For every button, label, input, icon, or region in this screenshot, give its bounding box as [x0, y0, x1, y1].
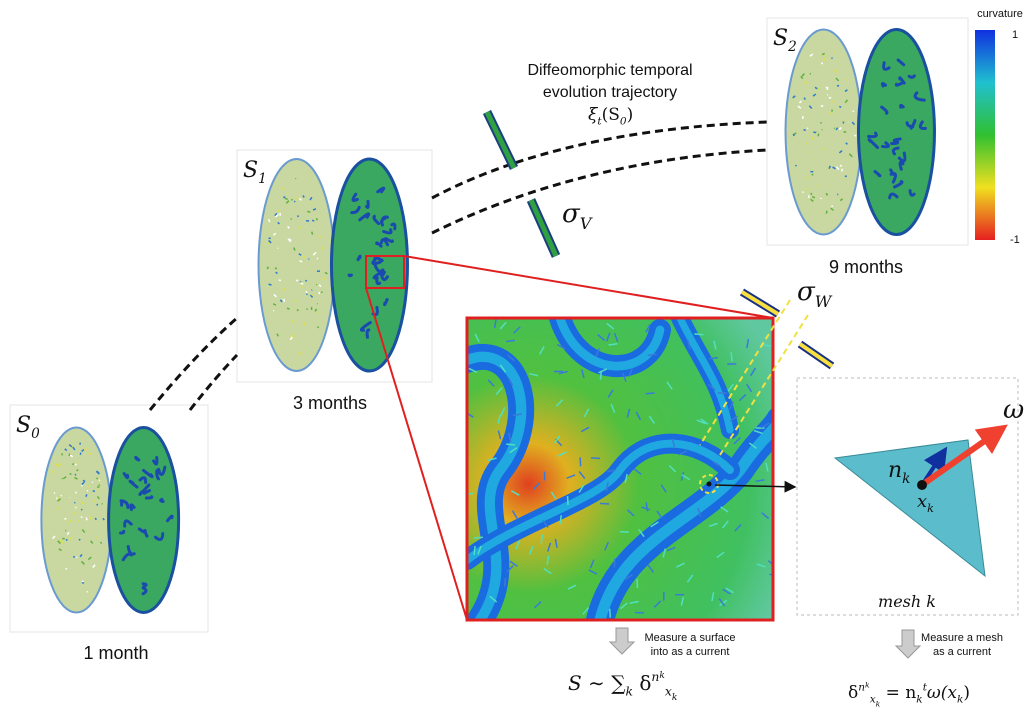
formula-part: k: [865, 681, 870, 690]
normal-vector: [614, 558, 615, 567]
normal-vector: [648, 354, 657, 355]
formula-part: k: [902, 471, 910, 487]
mesh-point: [917, 480, 927, 490]
colorbar-max: 1: [1012, 29, 1018, 41]
formula-part: (S: [602, 105, 620, 125]
down-arrow: [610, 628, 634, 654]
formula-part: 0: [31, 426, 40, 442]
omega-label: ω: [1003, 395, 1024, 425]
trajectory-formula: ξt(S0): [588, 105, 633, 128]
colorbar: [975, 30, 995, 240]
formula-part: ∑: [611, 671, 626, 695]
formula-part: S: [773, 26, 788, 51]
trajectory-text: evolution trajectory: [543, 84, 677, 101]
formula-part: W: [815, 292, 833, 311]
stage-label: 1 month: [83, 643, 148, 663]
figure: curvature 1 -1 S0 S1 S2 1 month 3 months…: [0, 0, 1033, 720]
sigma-v-arrows: [487, 112, 556, 256]
normal-vector: [694, 334, 703, 335]
formula-part: n: [651, 669, 659, 684]
normal-vector: [646, 393, 655, 394]
sigma-v: σV: [562, 199, 594, 233]
zoom-line: [404, 256, 773, 318]
formula-part: k: [672, 693, 677, 703]
step-text: Measure a surface: [644, 632, 735, 644]
formula-part: ω(x: [927, 683, 957, 703]
mesh-caption: mesh k: [878, 592, 936, 611]
formula-part: 2: [787, 39, 797, 55]
colorbar-min: -1: [1010, 234, 1020, 246]
normal-vector: [506, 444, 515, 445]
formula-part: x: [665, 684, 672, 699]
formula-part: n: [888, 458, 902, 483]
formula-part: δ: [633, 671, 651, 695]
mesh-formula: δnkxk = nktω(xk): [848, 681, 970, 709]
zoom-panel: [464, 318, 780, 620]
sigma-w: σW: [797, 277, 833, 311]
formula-part: S: [16, 413, 31, 438]
surface-formula: S ∼ ∑k δnkxk: [568, 669, 677, 703]
normal-vector: [474, 537, 483, 538]
normal-vector: [505, 578, 506, 587]
step-text: Measure a mesh: [921, 632, 1003, 644]
formula-part: k: [625, 684, 633, 699]
stage-label: 3 months: [293, 393, 367, 413]
formula-part: k: [927, 502, 934, 515]
formula-part: δ: [848, 683, 858, 703]
normal-vector: [600, 371, 601, 380]
formula-part: k: [659, 671, 664, 681]
normal-vector: [610, 609, 611, 618]
formula-part: σ: [797, 277, 816, 307]
formula-part: S ∼: [568, 671, 611, 695]
step-text: into as a current: [651, 646, 730, 658]
formula-part: ): [627, 105, 634, 125]
trajectory-text: Diffeomorphic temporal: [527, 62, 692, 79]
normal-vector: [600, 503, 609, 504]
formula-part: = n: [880, 683, 916, 703]
formula-part: x: [917, 491, 927, 512]
normal-vector: [591, 458, 600, 459]
formula-part: V: [580, 214, 594, 233]
down-arrow: [896, 630, 920, 658]
step-text: as a current: [933, 646, 991, 658]
formula-part: ): [963, 683, 970, 703]
formula-part: S: [243, 158, 258, 183]
colorbar-title: curvature: [977, 8, 1023, 20]
normal-vector: [731, 352, 732, 361]
formula-part: 1: [258, 171, 267, 187]
formula-part: σ: [562, 199, 581, 229]
formula-part: k: [916, 694, 922, 706]
stage-label: 9 months: [829, 257, 903, 277]
formula-part: ω: [1003, 395, 1024, 425]
